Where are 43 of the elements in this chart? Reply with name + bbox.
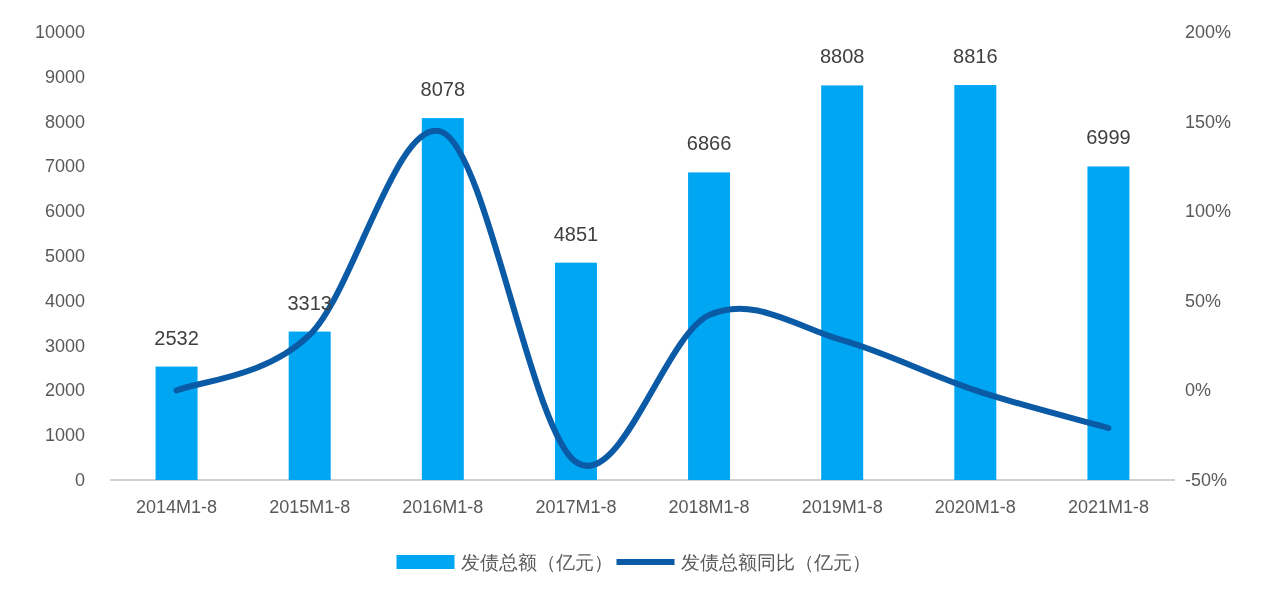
bar [155, 366, 198, 480]
bar [554, 262, 597, 480]
y-tick-label: 10000 [34, 22, 85, 42]
y-tick-label: 7000 [44, 156, 85, 177]
legend-label: 发债总额（亿元） [460, 552, 613, 573]
x-tick-label: 2020M1-8 [934, 497, 1016, 517]
x-tick-label: 2019M1-8 [801, 497, 883, 517]
y-tick-label: 9000 [44, 66, 85, 87]
y-tick-label: 2000 [44, 380, 85, 401]
data-label: 8816 [953, 45, 998, 68]
y2-tick-label: 200% [1185, 22, 1232, 42]
legend-label: 发债总额同比（亿元） [680, 552, 871, 573]
y-tick-label: 0 [74, 470, 85, 490]
data-label: 6999 [1086, 126, 1131, 149]
bar [421, 118, 464, 480]
y2-tick-label: 0% [1185, 380, 1212, 401]
y-tick-label: 3000 [44, 335, 85, 356]
y-tick-label: 1000 [44, 425, 85, 446]
bar [1087, 166, 1130, 480]
data-label: 3313 [287, 291, 332, 314]
x-tick-label: 2018M1-8 [668, 497, 750, 517]
y2-tick-label: 50% [1185, 290, 1222, 311]
y2-tick-label: -50% [1185, 470, 1228, 490]
bar [954, 85, 997, 480]
data-label: 6866 [686, 132, 732, 155]
y2-tick-label: 150% [1185, 111, 1232, 132]
y-tick-label: 6000 [44, 201, 85, 222]
data-label: 8808 [819, 45, 865, 68]
x-tick-label: 2017M1-8 [535, 497, 617, 517]
x-tick-label: 2014M1-8 [136, 497, 218, 517]
y-tick-label: 4000 [44, 290, 85, 311]
data-label: 2532 [154, 326, 199, 349]
data-label: 8078 [420, 78, 466, 101]
y-tick-label: 5000 [44, 246, 85, 266]
x-tick-label: 2015M1-8 [269, 497, 351, 517]
x-tick-label: 2016M1-8 [402, 497, 484, 517]
bar [688, 172, 731, 480]
y-tick-label: 8000 [44, 111, 85, 132]
y2-tick-label: 100% [1185, 201, 1232, 222]
x-tick-label: 2021M1-8 [1067, 497, 1149, 517]
bar [821, 85, 864, 480]
bar [288, 331, 331, 480]
data-label: 4851 [553, 222, 599, 245]
